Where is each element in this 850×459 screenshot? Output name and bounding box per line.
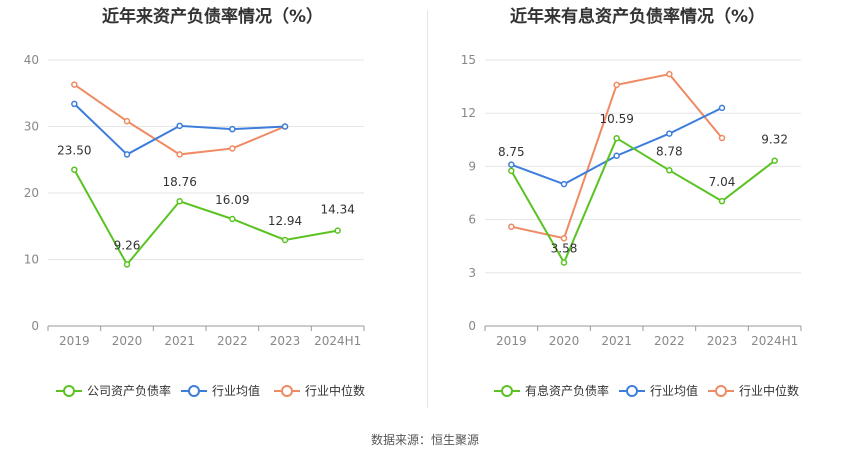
legend-label: 行业中位数 <box>739 383 799 398</box>
data-label: 7.04 <box>709 175 736 189</box>
legend-label: 行业中位数 <box>305 383 365 398</box>
data-label: 9.32 <box>761 133 788 147</box>
data-point <box>613 152 620 160</box>
y-tick-label: 15 <box>461 53 476 67</box>
legend-swatch-marker <box>281 385 293 397</box>
data-label: 3.58 <box>551 242 578 256</box>
data-point <box>560 259 568 266</box>
chart-divider <box>427 10 428 408</box>
series-line-0 <box>510 136 776 265</box>
legend-label: 有息资产负债率 <box>525 383 609 398</box>
data-point <box>718 104 726 112</box>
x-tick-label: 2019 <box>59 334 90 348</box>
y-tick-label: 3 <box>468 266 476 280</box>
y-tick-label: 0 <box>31 319 39 333</box>
x-tick-label: 2020 <box>549 334 580 348</box>
legend-swatch-marker <box>188 385 200 397</box>
y-tick-label: 10 <box>24 253 39 267</box>
data-point <box>771 157 778 164</box>
data-point <box>281 236 289 244</box>
legend-label: 行业均值 <box>212 383 260 398</box>
data-point <box>666 70 673 78</box>
y-tick-label: 12 <box>461 106 476 120</box>
data-point <box>123 151 131 158</box>
legend-swatch-marker <box>626 385 638 397</box>
data-point <box>666 167 673 174</box>
x-tick-label: 2023 <box>707 334 738 348</box>
legend-swatch-marker <box>715 385 727 397</box>
x-tick-label: 2019 <box>496 334 527 348</box>
y-tick-label: 40 <box>24 53 39 67</box>
x-tick-label: 2022 <box>217 334 248 348</box>
x-tick-label: 2021 <box>601 334 632 348</box>
chart-0: 0 10 20 30 40 2019 2020 2021 2022 2023 2024H1 23.50… <box>24 53 365 398</box>
x-tick-label: 2022 <box>654 334 685 348</box>
data-point <box>666 130 673 137</box>
y-tick-label: 20 <box>24 186 39 200</box>
legend-label: 公司资产负债率 <box>87 383 171 398</box>
series-line-1 <box>73 103 286 156</box>
data-label: 8.78 <box>656 144 683 158</box>
data-point <box>508 223 515 230</box>
y-tick-label: 30 <box>24 120 39 134</box>
series-line-2 <box>73 83 286 156</box>
x-tick-label: 2024H1 <box>751 334 798 348</box>
legend-label: 行业均值 <box>650 383 698 398</box>
data-point <box>718 197 726 205</box>
data-point <box>560 180 568 188</box>
data-point <box>613 134 620 142</box>
x-tick-label: 2020 <box>112 334 143 348</box>
legend-swatch-marker <box>501 385 513 397</box>
data-point <box>334 227 341 234</box>
data-point <box>123 261 131 268</box>
data-point <box>71 81 78 88</box>
data-point <box>71 166 78 173</box>
data-point <box>71 100 78 108</box>
x-tick-label: 2024H1 <box>314 334 361 348</box>
data-point <box>281 123 289 130</box>
data-label: 16.09 <box>215 193 249 207</box>
y-tick-label: 6 <box>468 213 476 227</box>
data-point <box>229 125 236 133</box>
y-tick-label: 0 <box>468 319 476 333</box>
left-chart-title: 近年来资产负债率情况（%） <box>101 7 324 27</box>
right-chart-title: 近年来有息资产负债率情况（%） <box>509 7 766 27</box>
data-point <box>718 134 726 142</box>
data-point <box>176 151 183 158</box>
data-label: 12.94 <box>268 214 302 228</box>
data-label: 23.50 <box>57 144 91 158</box>
data-label: 8.75 <box>498 145 525 159</box>
data-point <box>123 117 131 125</box>
data-point <box>229 215 236 223</box>
chart-1: 0 3 6 9 12 15 2019 2020 2021 2022 2023 2024H1 8.75 3.… <box>461 53 802 398</box>
data-point <box>560 234 568 242</box>
data-source-note: 数据来源：恒生聚源 <box>370 433 479 447</box>
data-point <box>613 81 620 89</box>
data-point <box>508 161 515 168</box>
y-tick-label: 9 <box>468 159 476 173</box>
data-point <box>176 122 183 130</box>
legend-swatch-marker <box>63 385 75 397</box>
data-point <box>176 197 183 205</box>
data-label: 9.26 <box>114 238 141 252</box>
x-tick-label: 2021 <box>164 334 195 348</box>
x-tick-label: 2023 <box>270 334 301 348</box>
data-label: 10.59 <box>599 112 633 126</box>
data-label: 14.34 <box>320 203 354 217</box>
series-line-0 <box>73 169 338 267</box>
data-point <box>508 167 515 175</box>
data-label: 18.76 <box>162 175 196 189</box>
data-point <box>229 145 236 152</box>
